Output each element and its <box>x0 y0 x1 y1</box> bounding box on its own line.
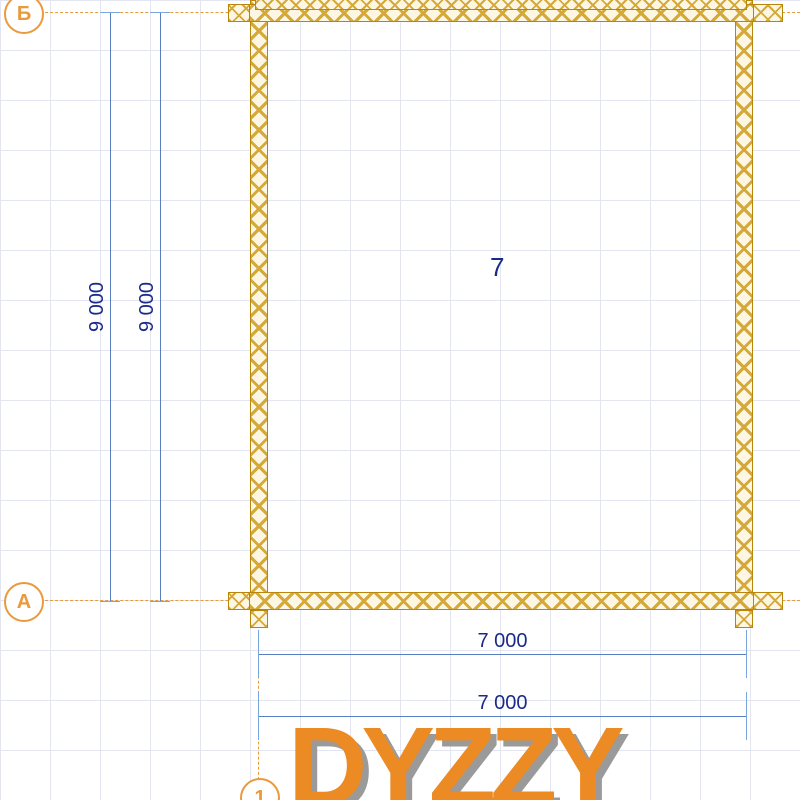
wall-left <box>250 0 268 620</box>
log-end <box>228 4 250 22</box>
wall-right <box>735 0 753 620</box>
dimension-horizontal-1: 7 000 <box>258 630 747 678</box>
log-end <box>735 610 753 628</box>
dimension-vertical-1: 9 000 <box>150 12 170 602</box>
log-end <box>753 592 783 610</box>
wall-bottom <box>230 592 775 610</box>
axis-marker-a: А <box>4 582 44 622</box>
log-end <box>250 610 268 628</box>
axis-marker-label: Б <box>17 3 31 26</box>
watermark: DYZZY DYZZY <box>288 712 800 800</box>
dimension-value: 9 000 <box>86 13 109 601</box>
log-end <box>228 592 250 610</box>
background-grid <box>0 0 800 800</box>
dimension-value: 7 000 <box>259 630 746 653</box>
watermark-text: DYZZY <box>288 712 619 800</box>
dimension-value: 9 000 <box>136 13 159 601</box>
axis-marker-label: А <box>17 591 31 614</box>
room-label: 7 <box>490 252 504 283</box>
axis-marker-label: 1 <box>254 787 265 800</box>
log-end <box>753 4 783 22</box>
dimension-vertical-2: 9 000 <box>100 12 120 602</box>
wall-interior-top <box>255 0 747 10</box>
